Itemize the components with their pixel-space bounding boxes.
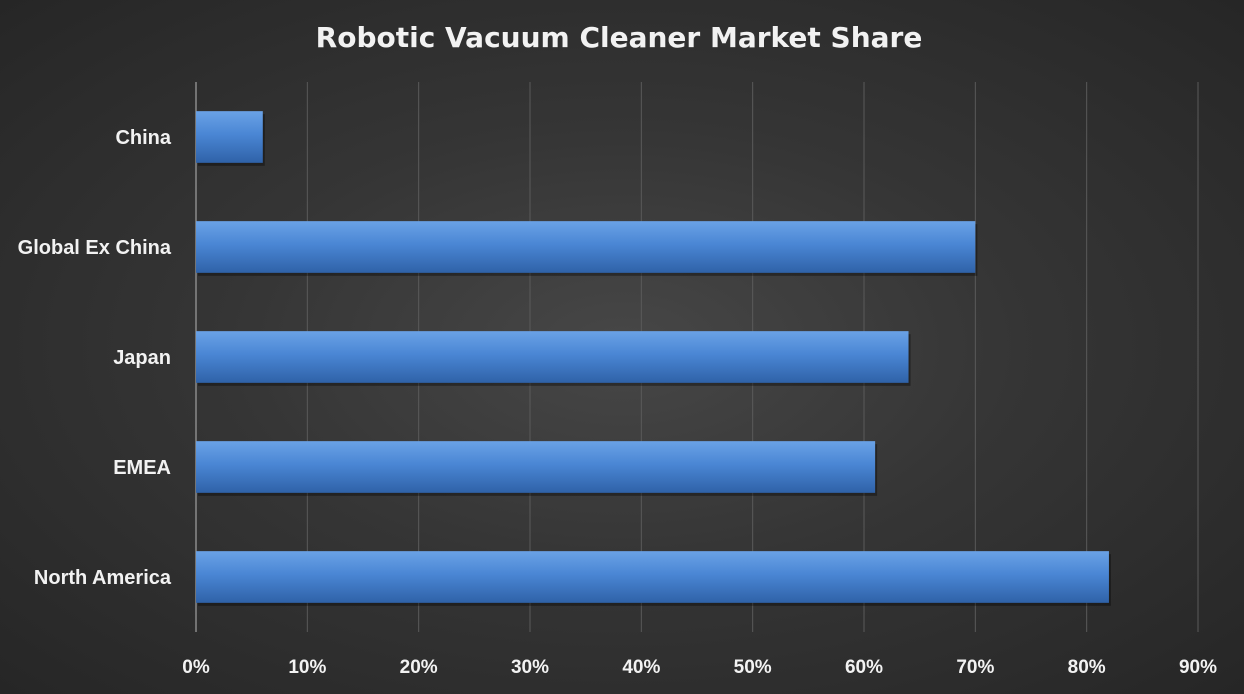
bar xyxy=(196,331,909,383)
x-tick-label: 30% xyxy=(511,657,549,678)
x-tick-label: 0% xyxy=(182,657,210,678)
category-label: Global Ex China xyxy=(18,237,172,259)
bar xyxy=(196,441,876,493)
x-tick-label: 20% xyxy=(400,657,438,678)
x-tick-label: 80% xyxy=(1068,657,1106,678)
x-tick-label: 10% xyxy=(288,657,326,678)
x-tick-label: 40% xyxy=(622,657,660,678)
bars xyxy=(196,111,1111,606)
x-tick-label: 90% xyxy=(1179,657,1217,678)
bar xyxy=(196,111,263,163)
category-label: China xyxy=(115,127,171,149)
x-tick-label: 50% xyxy=(734,657,772,678)
category-label: Japan xyxy=(113,347,171,369)
chart-title: Robotic Vacuum Cleaner Market Share xyxy=(316,21,923,54)
x-tick-label: 70% xyxy=(956,657,994,678)
category-label: North America xyxy=(34,567,172,589)
category-labels: China Global Ex China Japan EMEA North Ameri… xyxy=(18,127,172,589)
x-tick-labels: 0% 10% 20% 30% 40% 50% 60% 70% 80% 90% xyxy=(182,657,1217,678)
bar xyxy=(196,221,976,273)
category-label: EMEA xyxy=(113,457,171,479)
x-tick-label: 60% xyxy=(845,657,883,678)
bar xyxy=(196,551,1109,603)
